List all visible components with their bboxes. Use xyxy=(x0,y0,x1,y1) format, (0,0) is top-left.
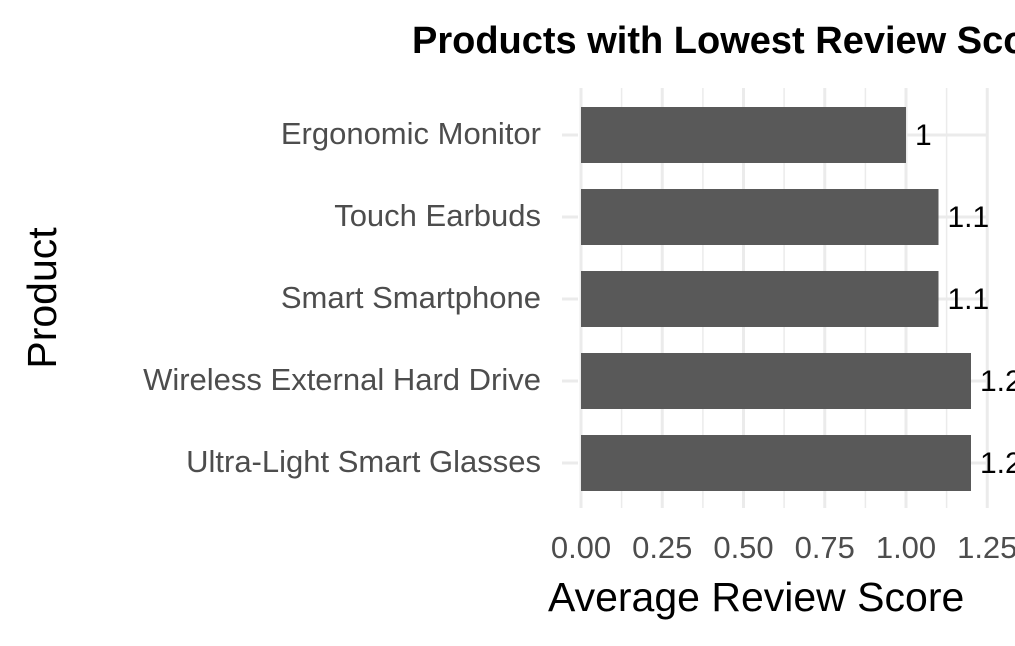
x-axis-title: Average Review Score xyxy=(548,574,964,620)
x-tick-label: 0.75 xyxy=(795,530,855,565)
x-tick-label: 0.50 xyxy=(713,530,773,565)
y-tick-label: Smart Smartphone xyxy=(281,280,541,315)
chart-title: Products with Lowest Review Scores xyxy=(412,20,1015,62)
x-tick-label: 0.25 xyxy=(632,530,692,565)
bar xyxy=(581,271,939,327)
bar xyxy=(581,107,906,163)
x-tick-label: 1.25 xyxy=(957,530,1015,565)
y-tick-label: Ergonomic Monitor xyxy=(281,116,541,151)
data-label: 1.1 xyxy=(948,201,990,234)
bar xyxy=(581,353,971,409)
y-tick-label: Wireless External Hard Drive xyxy=(143,362,541,397)
data-label: 1.2 xyxy=(980,447,1015,480)
y-tick-label: Touch Earbuds xyxy=(334,198,541,233)
data-label: 1 xyxy=(915,119,932,152)
x-tick-label: 0.00 xyxy=(551,530,611,565)
label-layer: 1 1.1 1.1 1.2 1.2 xyxy=(915,119,1015,480)
data-label: 1.1 xyxy=(948,283,990,316)
axis-layer: Ergonomic Monitor Touch Earbuds Smart Smar… xyxy=(143,116,1015,565)
bar xyxy=(581,435,971,491)
x-tick-label: 1.00 xyxy=(876,530,936,565)
data-label: 1.2 xyxy=(980,365,1015,398)
bar-layer xyxy=(581,107,971,491)
y-axis-title: Product xyxy=(19,227,65,369)
y-tick-label: Ultra-Light Smart Glasses xyxy=(186,444,541,479)
bar xyxy=(581,189,939,245)
